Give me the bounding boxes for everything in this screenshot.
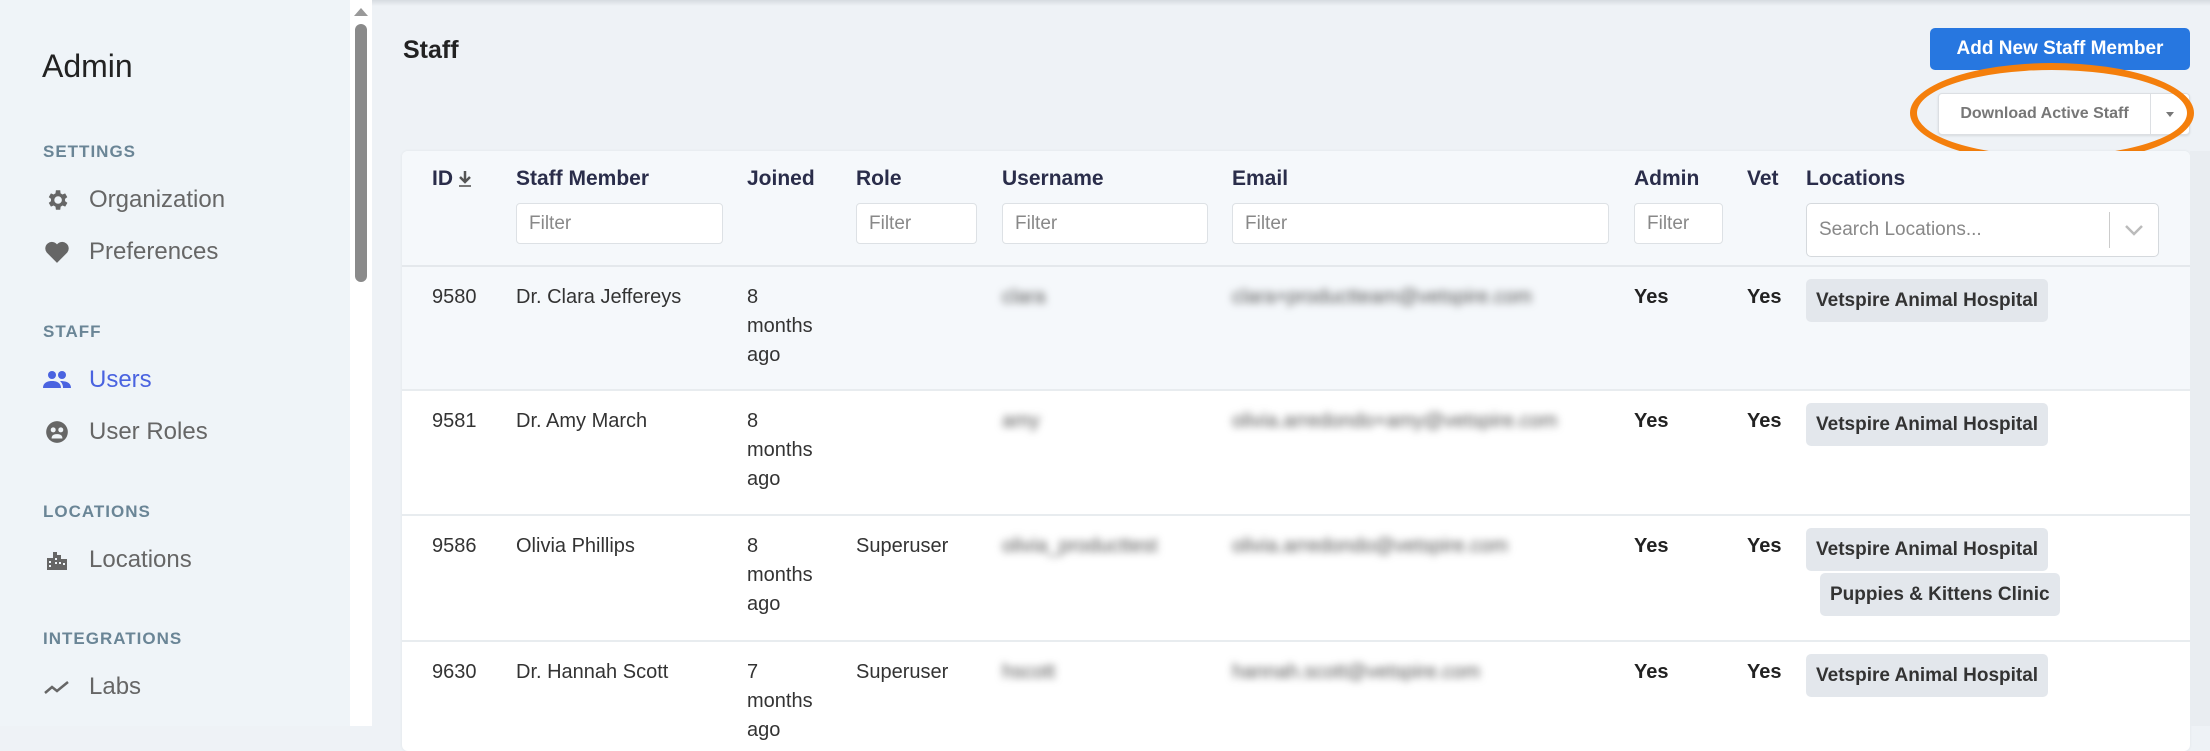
sidebar-item-label: Organization <box>89 186 226 213</box>
column-header-role[interactable]: Role <box>856 167 902 190</box>
cell-id: 9586 <box>432 535 477 557</box>
column-header-email[interactable]: Email <box>1232 167 1289 190</box>
section-staff: STAFF <box>43 322 102 341</box>
sidebar-item-label: Users <box>89 366 152 393</box>
scroll-up-arrow-icon[interactable] <box>354 8 368 16</box>
chevron-down-icon[interactable] <box>2110 224 2158 236</box>
cell-locations: Vetspire Animal Hospital <box>1806 403 2106 448</box>
column-header-username[interactable]: Username <box>1002 167 1104 190</box>
caret-down-icon <box>2166 111 2174 117</box>
column-header-staff-member[interactable]: Staff Member <box>516 167 650 190</box>
sidebar-item-users[interactable]: Users <box>43 366 152 394</box>
email-filter-input[interactable] <box>1232 203 1609 244</box>
cell-vet: Yes <box>1747 410 1782 432</box>
heart-icon <box>43 238 71 266</box>
location-badge: Vetspire Animal Hospital <box>1806 279 2049 322</box>
cell-email: hannah.scott@vetspire.com <box>1232 661 1481 683</box>
cell-joined: 8 months ago <box>747 535 813 615</box>
sidebar-item-organization[interactable]: Organization <box>43 186 225 214</box>
download-active-staff-button[interactable]: Download Active Staff <box>1939 94 2151 134</box>
locations-placeholder: Search Locations... <box>1819 219 1982 240</box>
cell-vet: Yes <box>1747 286 1782 308</box>
column-header-id[interactable]: ID <box>432 167 473 191</box>
sidebar-item-labs[interactable]: Labs <box>43 673 141 701</box>
building-icon <box>43 546 71 574</box>
column-header-joined[interactable]: Joined <box>747 167 815 190</box>
cell-name: Dr. Hannah Scott <box>516 661 669 683</box>
location-badge: Vetspire Animal Hospital <box>1806 654 2049 697</box>
sidebar-scrollbar-thumb[interactable] <box>355 24 367 282</box>
cell-admin: Yes <box>1634 410 1669 432</box>
cell-role: Superuser <box>856 535 949 557</box>
cell-name: Dr. Clara Jeffereys <box>516 286 682 308</box>
staff-member-filter-input[interactable] <box>516 203 723 244</box>
sidebar-item-label: User Roles <box>89 418 208 445</box>
sidebar-title: Admin <box>42 48 133 84</box>
location-badge: Puppies & Kittens Clinic <box>1820 573 2060 616</box>
users-icon <box>43 366 71 394</box>
table-row[interactable]: 9630 Dr. Hannah Scott 7 months ago Superuse… <box>402 642 2190 751</box>
cell-name: Olivia Phillips <box>516 535 635 557</box>
cell-id: 9580 <box>432 286 477 308</box>
cell-locations: Vetspire Animal HospitalPuppies & Kitten… <box>1806 528 2106 618</box>
sidebar-item-label: Labs <box>89 673 142 700</box>
cell-username: amy <box>1002 410 1040 432</box>
sidebar-item-label: Preferences <box>89 238 219 265</box>
cell-locations: Vetspire Animal Hospital <box>1806 654 2106 699</box>
username-filter-input[interactable] <box>1002 203 1208 244</box>
cell-joined: 8 months ago <box>747 410 813 490</box>
cell-email: clara+productteam@vetspire.com <box>1232 286 1532 308</box>
cell-role: Superuser <box>856 661 949 683</box>
download-active-staff-group: Download Active Staff <box>1938 93 2190 135</box>
add-new-staff-button[interactable]: Add New Staff Member <box>1930 28 2190 70</box>
cell-admin: Yes <box>1634 661 1669 683</box>
cell-locations: Vetspire Animal Hospital <box>1806 279 2106 324</box>
sidebar-item-user-roles[interactable]: User Roles <box>43 418 208 446</box>
top-shadow <box>0 0 2210 6</box>
section-integrations: INTEGRATIONS <box>43 629 183 648</box>
locations-search-select[interactable]: Search Locations... <box>1806 203 2159 257</box>
admin-filter-input[interactable] <box>1634 203 1723 244</box>
sidebar: Admin SETTINGS Organization Preferences … <box>0 0 350 726</box>
table-row[interactable]: 9580 Dr. Clara Jeffereys 8 months ago clara… <box>402 267 2190 391</box>
download-options-dropdown[interactable] <box>2151 94 2189 134</box>
location-badge: Vetspire Animal Hospital <box>1806 528 2049 571</box>
cell-vet: Yes <box>1747 661 1782 683</box>
cell-vet: Yes <box>1747 535 1782 557</box>
column-label: ID <box>432 167 453 190</box>
page-title: Staff <box>403 36 459 64</box>
table-row[interactable]: 9581 Dr. Amy March 8 months ago amy olivia.a… <box>402 391 2190 516</box>
cell-id: 9630 <box>432 661 477 683</box>
cell-joined: 7 months ago <box>747 661 813 741</box>
table-row[interactable]: 9586 Olivia Phillips 8 months ago Superuser… <box>402 516 2190 642</box>
cell-username: hscott <box>1002 661 1056 683</box>
sort-descending-icon <box>459 171 471 187</box>
column-header-vet[interactable]: Vet <box>1747 167 1779 190</box>
cell-username: clara <box>1002 286 1046 308</box>
column-header-admin[interactable]: Admin <box>1634 167 1700 190</box>
section-locations: LOCATIONS <box>43 502 151 521</box>
cell-email: olivia.arredondo+amy@vetspire.com <box>1232 410 1558 432</box>
table-header: ID Staff Member Joined Role Username Ema… <box>402 151 2190 267</box>
cell-admin: Yes <box>1634 286 1669 308</box>
sidebar-item-locations[interactable]: Locations <box>43 546 192 574</box>
cell-joined: 8 months ago <box>747 286 813 366</box>
sidebar-item-label: Locations <box>89 546 192 573</box>
divider <box>2109 212 2110 248</box>
gear-icon <box>43 186 71 214</box>
role-filter-input[interactable] <box>856 203 977 244</box>
column-header-locations[interactable]: Locations <box>1806 167 1906 190</box>
page-scrollbar[interactable] <box>2190 151 2210 726</box>
user-roles-icon <box>43 418 71 446</box>
cell-admin: Yes <box>1634 535 1669 557</box>
section-settings: SETTINGS <box>43 142 137 161</box>
location-badge: Vetspire Animal Hospital <box>1806 403 2049 446</box>
chart-line-icon <box>43 673 71 701</box>
sidebar-item-preferences[interactable]: Preferences <box>43 238 218 266</box>
staff-table: ID Staff Member Joined Role Username Ema… <box>402 151 2190 751</box>
cell-username: olivia_producttest <box>1002 535 1158 557</box>
cell-email: olivia.arredondo@vetspire.com <box>1232 535 1508 557</box>
cell-id: 9581 <box>432 410 477 432</box>
cell-name: Dr. Amy March <box>516 410 648 432</box>
